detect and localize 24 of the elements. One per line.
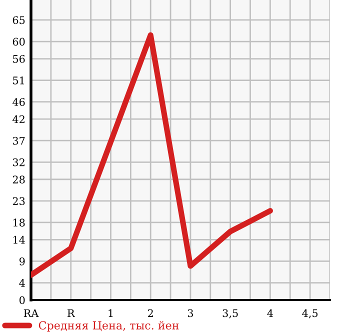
x-tick-label: R (68, 309, 76, 317)
y-tick-label: 0 (20, 296, 25, 304)
y-tick-label: 18 (13, 218, 25, 227)
y-tick-label: 56 (13, 54, 25, 63)
y-tick-label: 42 (12, 115, 24, 124)
x-tick-label: 2 (148, 309, 153, 317)
y-tick-label: 28 (12, 176, 25, 184)
x-tick-label: RA (24, 309, 39, 317)
x-tick-label: 4 (267, 309, 273, 317)
y-tick-label: 32 (12, 158, 24, 166)
x-tick-label: 1 (108, 309, 113, 317)
x-tick-label: 4,5 (302, 309, 318, 318)
y-tick-label: 23 (12, 197, 25, 206)
x-tick-label: 3 (188, 309, 194, 318)
y-tick-label: 4 (19, 278, 25, 287)
x-tick-label: 3,5 (222, 309, 238, 318)
y-tick-label: 46 (12, 98, 25, 106)
y-tick-label: 9 (19, 257, 25, 266)
y-tick-label: 14 (13, 236, 25, 244)
y-tick-label: 60 (12, 38, 25, 46)
y-tick-label: 37 (12, 136, 25, 145)
y-tick-label: 51 (13, 76, 24, 84)
legend-label: Средняя Цена, тыс. йен (38, 321, 179, 332)
y-tick-label: 65 (12, 16, 25, 24)
